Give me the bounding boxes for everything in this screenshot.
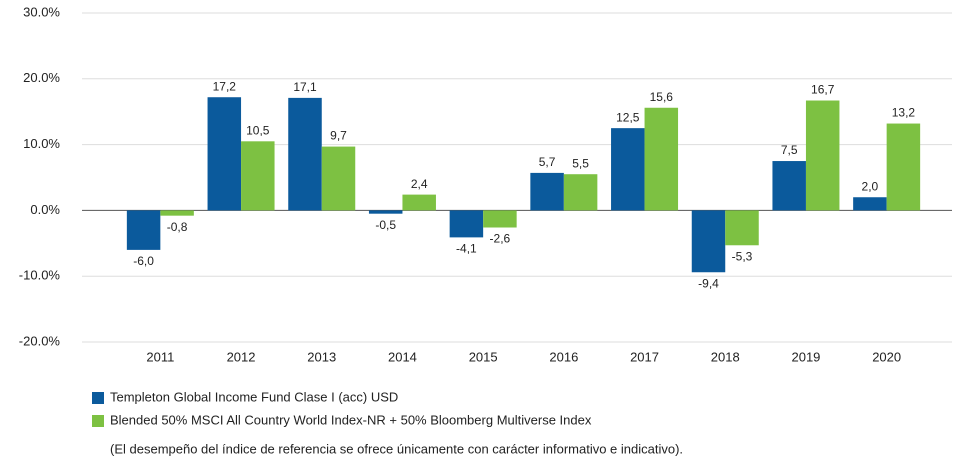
note: (El desempeño del índice de referencia s… [110, 441, 683, 456]
bar [886, 123, 921, 211]
value-label: 16,7 [811, 83, 835, 97]
bar [644, 107, 679, 211]
value-label: 10,5 [246, 123, 270, 137]
legend-label: Templeton Global Income Fund Clase I (ac… [110, 389, 398, 404]
value-label: 12,5 [616, 110, 640, 124]
x-tick-label: 2013 [307, 349, 336, 364]
legend-label: Blended 50% MSCI All Country World Index… [110, 412, 592, 427]
value-label: -9,4 [698, 276, 719, 290]
value-label: 2,0 [862, 179, 879, 193]
x-tick-label: 2014 [388, 349, 417, 364]
value-label: -0,5 [375, 218, 396, 232]
y-tick-label: -20.0% [19, 333, 61, 348]
value-label: 17,2 [213, 79, 237, 93]
value-label: -0,8 [167, 220, 188, 234]
bar [207, 97, 242, 211]
value-label: 7,5 [781, 143, 798, 157]
legend-swatch [92, 415, 104, 427]
y-tick-label: 30.0% [23, 4, 60, 19]
x-tick-label: 2016 [549, 349, 578, 364]
value-label: -5,3 [732, 249, 753, 263]
x-tick-label: 2011 [146, 349, 174, 364]
value-label: 2,4 [411, 177, 428, 191]
value-label: -2,6 [490, 232, 511, 246]
y-tick-label: 20.0% [23, 70, 60, 85]
x-tick-label: 2018 [711, 349, 740, 364]
y-tick-label: 0.0% [30, 202, 60, 217]
x-tick-label: 2019 [791, 349, 820, 364]
bar [691, 210, 726, 273]
bar [288, 97, 322, 211]
bar [449, 210, 484, 238]
bar [483, 210, 517, 228]
value-label: 13,2 [892, 106, 916, 120]
bar [563, 174, 598, 211]
bar [402, 194, 436, 211]
bar [368, 210, 403, 214]
bar [160, 210, 194, 216]
value-label: 17,1 [293, 80, 317, 94]
x-tick-label: 2012 [227, 349, 256, 364]
bar [611, 128, 645, 211]
value-label: -6,0 [133, 254, 154, 268]
x-tick-label: 2017 [630, 349, 659, 364]
bar [241, 141, 275, 211]
bar [126, 210, 161, 250]
y-tick-label: 10.0% [23, 136, 60, 151]
value-label: 15,6 [650, 90, 674, 104]
bar [530, 172, 564, 211]
bar [772, 161, 806, 211]
value-label: 5,7 [539, 155, 556, 169]
value-label: 5,5 [572, 156, 589, 170]
bar [321, 146, 356, 211]
bar [805, 100, 840, 211]
legend-swatch [92, 392, 104, 404]
bar [853, 197, 887, 211]
bar [725, 210, 759, 246]
value-label: -4,1 [456, 242, 477, 256]
x-tick-label: 2015 [469, 349, 498, 364]
y-tick-label: -10.0% [19, 268, 61, 283]
value-label: 9,7 [330, 129, 347, 143]
x-tick-label: 2020 [872, 349, 901, 364]
